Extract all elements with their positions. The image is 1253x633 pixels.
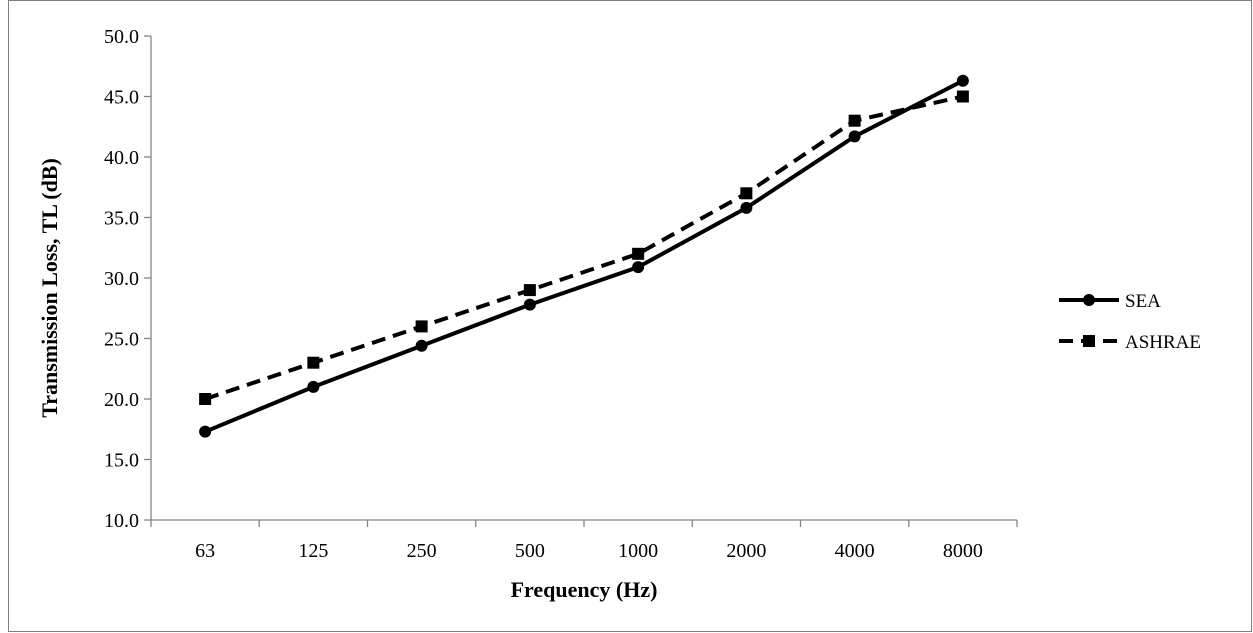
data-point-sea — [415, 339, 428, 352]
data-point-ashrae — [199, 393, 212, 405]
y-tick-label: 25.0 — [104, 329, 139, 351]
chart-frame: 10.0 15.0 20.0 25.0 30.0 35.0 40.0 45.0 50.0 63 12… — [8, 0, 1252, 632]
legend: SEA ASHRAE — [1059, 291, 1201, 353]
data-point-ashrae — [415, 320, 428, 333]
data-point-ashrae — [523, 284, 536, 297]
x-tick-label: 2000 — [726, 540, 766, 562]
data-point-ashrae — [632, 247, 645, 260]
data-point-ashrae — [956, 90, 969, 103]
axes: 10.0 15.0 20.0 25.0 30.0 35.0 40.0 45.0 50.0 63 12… — [104, 26, 1018, 562]
series-layer — [199, 74, 969, 438]
legend-label: SEA — [1125, 291, 1161, 312]
data-point-sea — [199, 425, 212, 438]
y-tick-label: 40.0 — [104, 147, 139, 169]
series-line-sea — [204, 78, 964, 434]
series-line-ashrae — [204, 94, 964, 401]
legend-item-sea: SEA — [1059, 291, 1161, 312]
series-ashrae — [199, 90, 969, 405]
data-point-sea — [956, 74, 969, 87]
x-tick-label: 63 — [195, 540, 215, 562]
x-tick-label: 125 — [298, 540, 328, 562]
data-point-sea — [848, 130, 861, 143]
data-point-ashrae — [848, 114, 861, 127]
x-tick-label: 4000 — [835, 540, 875, 562]
y-tick-label: 35.0 — [104, 208, 139, 230]
data-point-sea — [740, 201, 753, 214]
data-point-sea — [523, 298, 536, 311]
y-axis-title: Transmission Loss, TL (dB) — [37, 158, 62, 418]
y-tick-label: 50.0 — [104, 26, 139, 48]
data-point-sea — [307, 380, 320, 393]
data-point-sea — [632, 261, 645, 274]
y-tick-label: 45.0 — [104, 87, 139, 109]
x-tick-label: 250 — [407, 540, 437, 562]
legend-swatch-marker — [1083, 294, 1095, 306]
legend-item-ashrae: ASHRAE — [1059, 332, 1201, 353]
x-axis-title: Frequency (Hz) — [511, 577, 658, 602]
x-tick-label: 1000 — [618, 540, 658, 562]
data-point-ashrae — [307, 356, 320, 369]
line-chart: 10.0 15.0 20.0 25.0 30.0 35.0 40.0 45.0 50.0 63 12… — [37, 26, 1201, 602]
x-tick-label: 500 — [515, 540, 545, 562]
legend-swatch-marker — [1083, 335, 1095, 347]
data-point-ashrae — [740, 187, 753, 200]
y-tick-label: 15.0 — [104, 450, 139, 472]
x-tick-label: 8000 — [943, 540, 983, 562]
series-sea — [199, 74, 969, 438]
legend-label: ASHRAE — [1125, 332, 1201, 353]
y-tick-label: 30.0 — [104, 268, 139, 290]
y-tick-label: 20.0 — [104, 389, 139, 411]
y-tick-label: 10.0 — [104, 510, 139, 532]
